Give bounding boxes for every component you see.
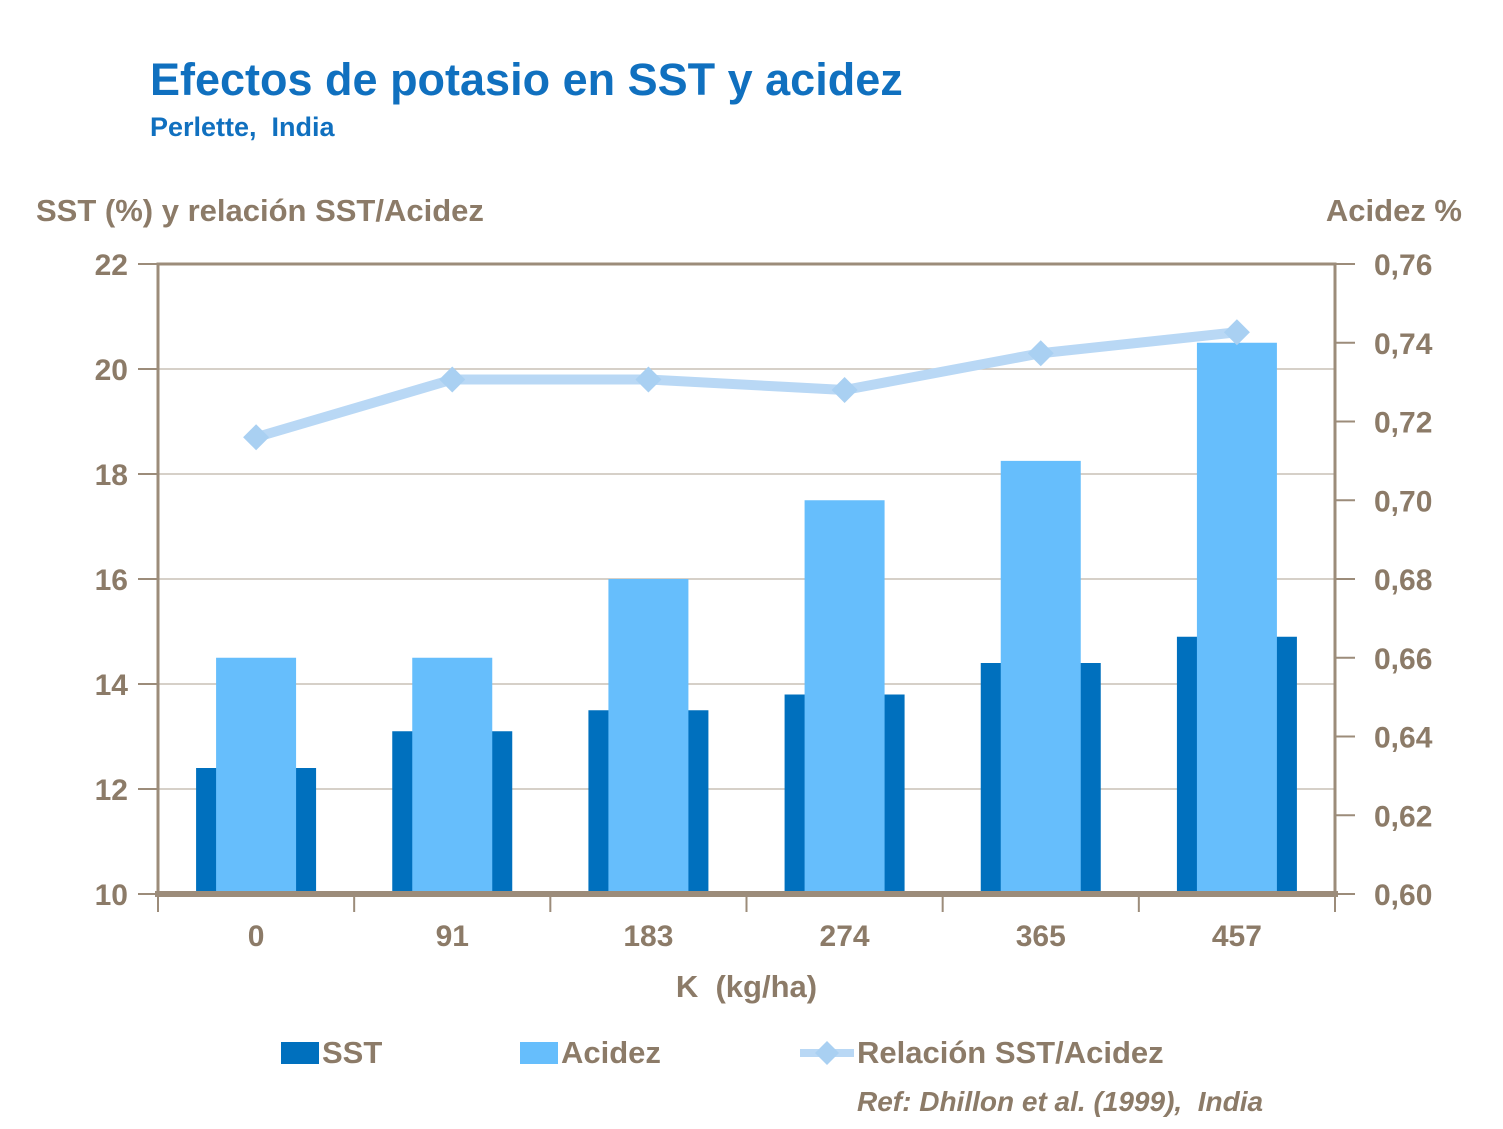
x-axis-tick-label: 274 — [820, 920, 870, 953]
legend-item-sst: SST — [281, 1035, 383, 1070]
right-axis-tick-label: 0,70 — [1374, 485, 1432, 518]
left-axis-tick-label: 20 — [95, 354, 128, 387]
legend-label-relacion: Relación SST/Acidez — [857, 1035, 1164, 1070]
acidez-bar — [804, 500, 885, 894]
left-axis-tick-label: 10 — [95, 879, 128, 912]
x-axis-tick-label: 0 — [248, 920, 265, 953]
right-axis-tick-label: 0,68 — [1374, 564, 1432, 597]
right-axis-title: Acidez % — [1325, 193, 1462, 228]
x-axis-tick-label: 457 — [1212, 920, 1262, 953]
acidez-legend-swatch-icon — [520, 1042, 558, 1064]
right-axis-tick-label: 0,66 — [1374, 643, 1432, 676]
ratio-line — [251, 327, 1242, 443]
ratio-marker — [635, 366, 662, 393]
left-axis-title: SST (%) y relación SST/Acidez — [36, 193, 484, 228]
left-axis-tick-label: 22 — [95, 249, 128, 282]
slide-title: Efectos de potasio en SST y acidez — [150, 54, 903, 105]
left-axis-tick-label: 18 — [95, 459, 128, 492]
left-axis-tick-label: 12 — [95, 774, 128, 807]
right-axis-tick-label: 0,74 — [1374, 328, 1433, 361]
right-axis-tick-label: 0,76 — [1374, 249, 1432, 282]
legend-item-acidez: Acidez — [520, 1035, 661, 1070]
left-axis-tick-label: 16 — [95, 564, 128, 597]
slide-subtitle: Perlette, India — [150, 112, 335, 142]
legend-label-sst: SST — [322, 1035, 383, 1070]
reference-note: Ref: Dhillon et al. (1999), India — [857, 1086, 1264, 1117]
ratio-marker — [1027, 340, 1054, 367]
ratio-marker — [439, 366, 466, 393]
right-axis-tick-label: 0,62 — [1374, 800, 1432, 833]
acidez-bar — [216, 657, 297, 894]
acidez-bar — [412, 657, 493, 894]
acidez-bar — [608, 579, 689, 894]
right-axis-tick-label: 0,60 — [1374, 879, 1432, 912]
acidez-bar — [1000, 460, 1081, 894]
x-axis-tick-label: 183 — [623, 920, 673, 953]
right-axis-tick-label: 0,64 — [1374, 722, 1433, 755]
left-axis-tick-label: 14 — [95, 669, 129, 702]
right-axis-tick-label: 0,72 — [1374, 407, 1432, 440]
acidez-bar — [1196, 342, 1277, 894]
ratio-marker — [243, 424, 270, 451]
x-axis-tick-label: 91 — [436, 920, 469, 953]
legend-label-acidez: Acidez — [561, 1035, 661, 1070]
legend-item-relacion: Relación SST/Acidez — [800, 1035, 1164, 1070]
ratio-marker — [1223, 319, 1250, 346]
sst-legend-swatch-icon — [281, 1042, 319, 1064]
relacion-legend-marker-icon — [800, 1039, 854, 1067]
x-axis-tick-label: 365 — [1016, 920, 1066, 953]
ratio-marker — [831, 377, 858, 403]
x-axis-title: K (kg/ha) — [675, 969, 818, 1004]
